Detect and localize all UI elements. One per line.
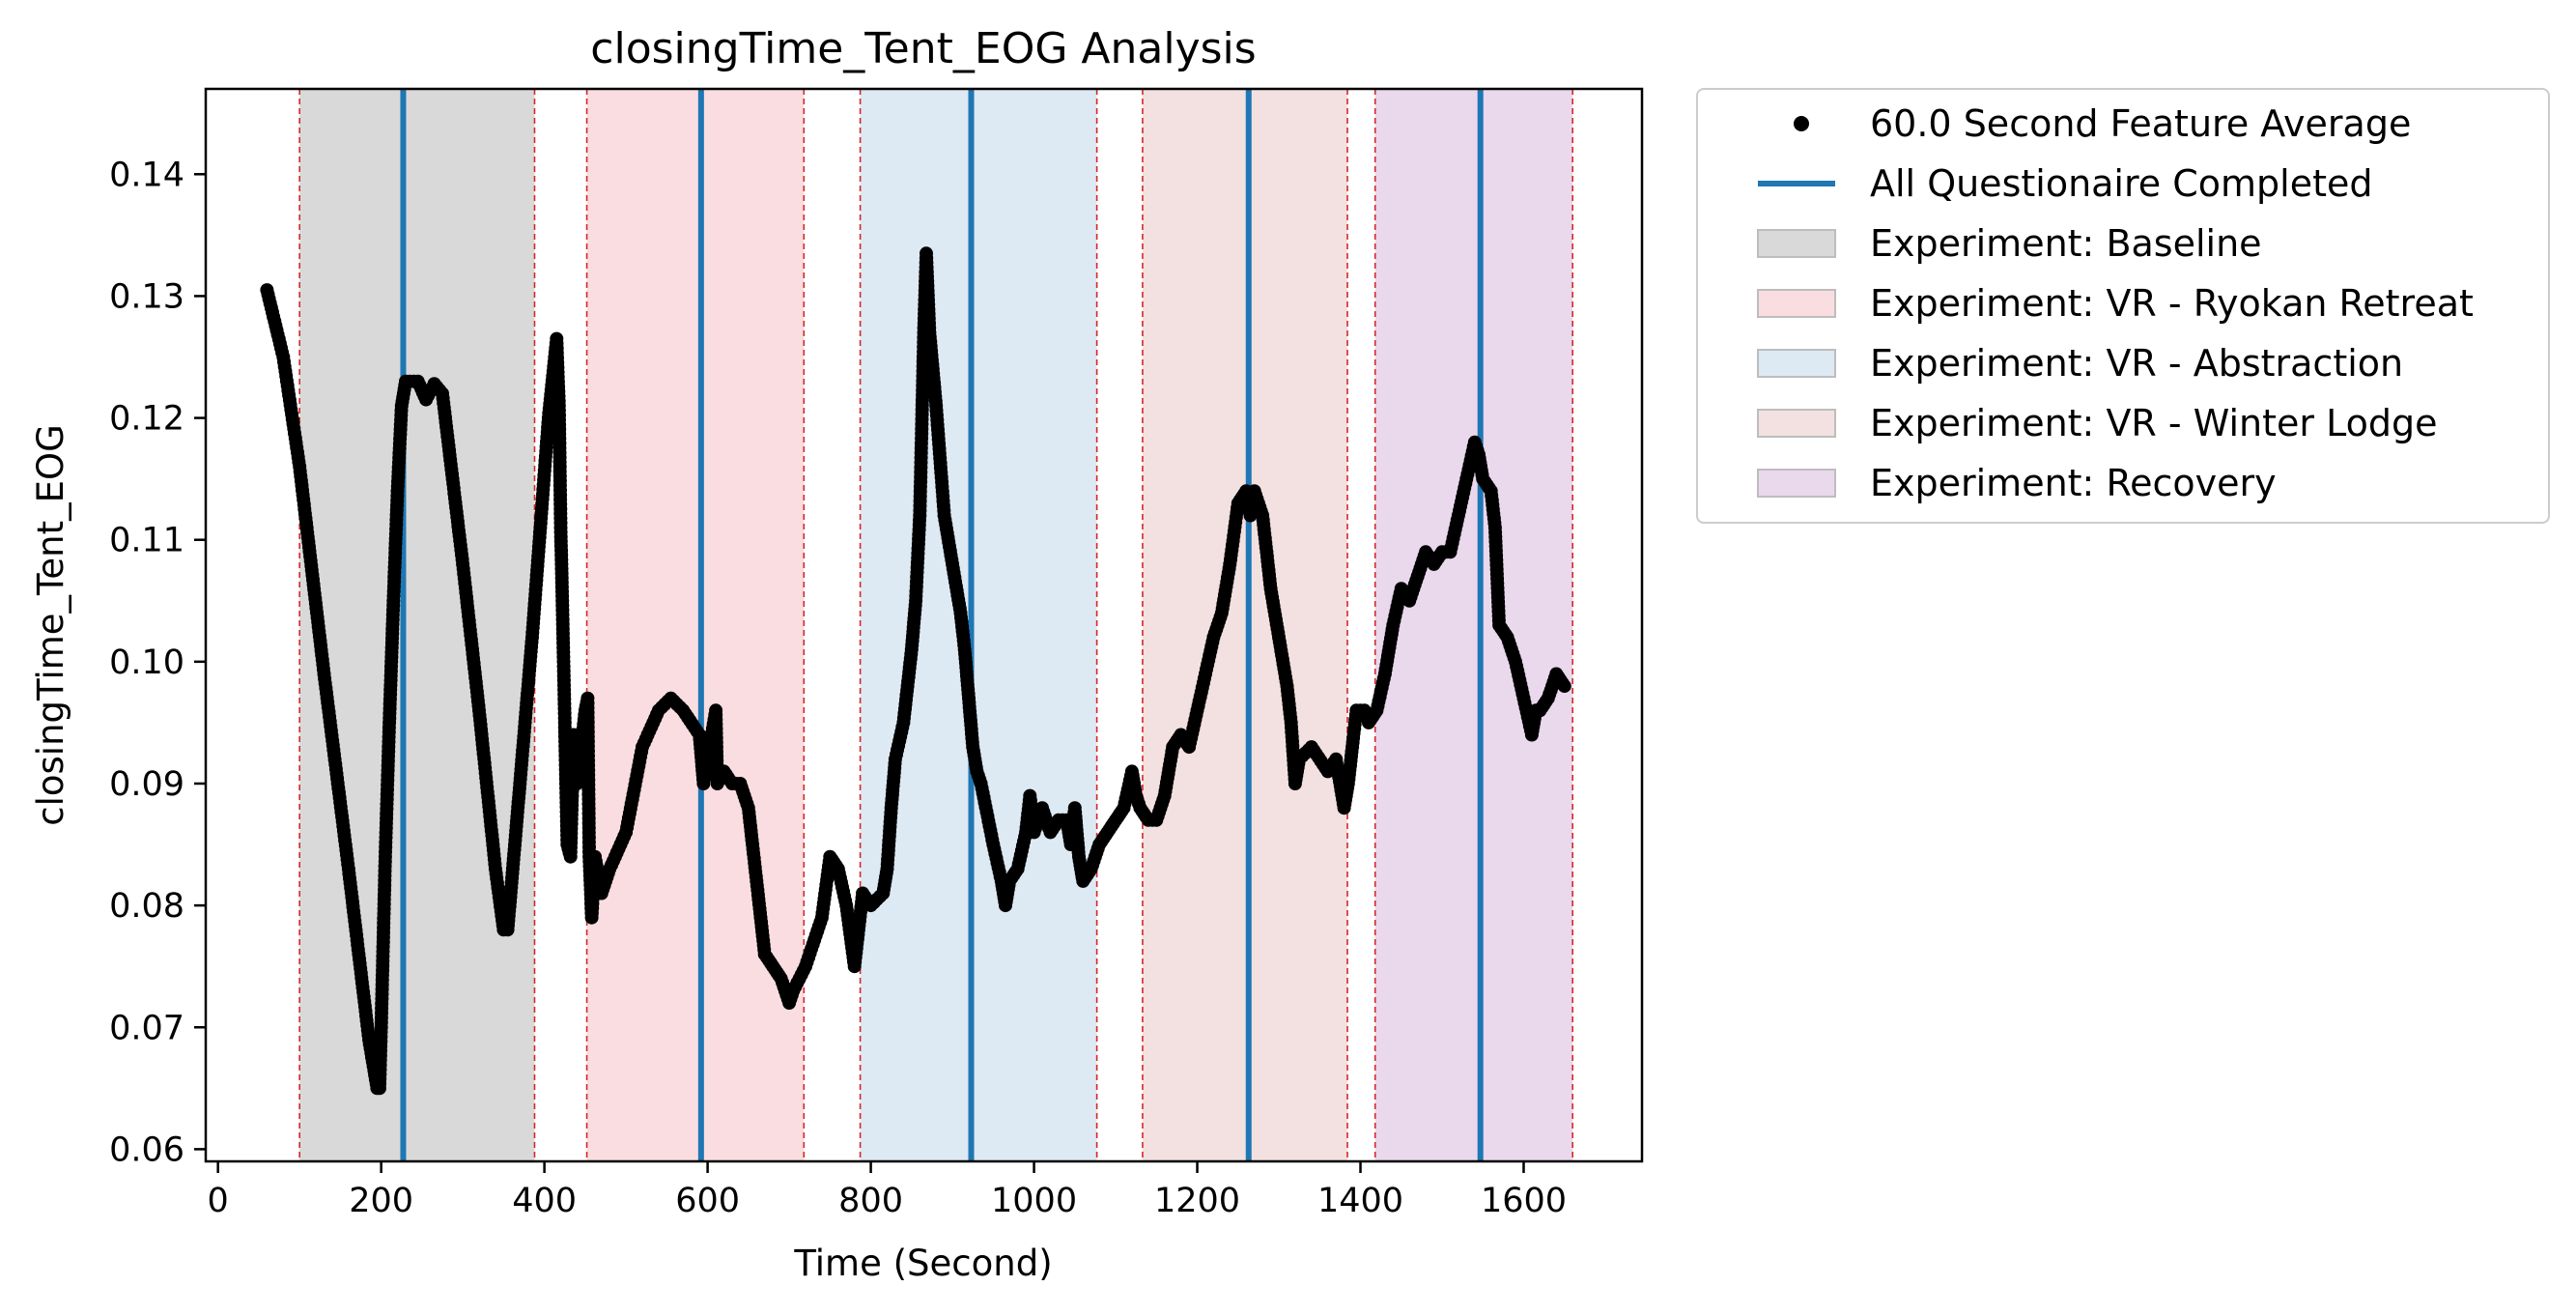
y-tick-label: 0.06	[109, 1130, 184, 1169]
x-tick-label: 0	[208, 1182, 229, 1220]
legend-patch	[1757, 289, 1836, 318]
y-tick-label: 0.14	[109, 156, 184, 194]
chart-title: closingTime_Tent_EOG Analysis	[590, 24, 1256, 73]
x-tick-label: 1600	[1481, 1182, 1567, 1220]
y-axis-title: closingTime_Tent_EOG	[30, 424, 71, 826]
x-tick-label: 600	[675, 1182, 740, 1220]
phase-layer	[299, 89, 1573, 1161]
y-tick-label: 0.09	[109, 765, 184, 804]
y-tick-label: 0.11	[109, 522, 184, 560]
data-point-layer	[260, 246, 1571, 1096]
phase-band	[860, 89, 1097, 1161]
y-tick-label: 0.07	[109, 1009, 184, 1047]
legend: 60.0 Second Feature Average All Questiona…	[1696, 88, 2550, 524]
y-tick-label: 0.10	[109, 643, 184, 682]
phase-band	[1374, 89, 1573, 1161]
legend-label: Experiment: VR - Abstraction	[1870, 342, 2403, 385]
y-tick-label: 0.13	[109, 277, 184, 316]
phase-band	[299, 89, 535, 1161]
x-tick-label: 800	[838, 1182, 903, 1220]
data-point	[1557, 679, 1571, 694]
legend-dot-marker	[1794, 116, 1809, 131]
x-tick-label: 400	[512, 1182, 577, 1220]
x-axis-title: Time (Second)	[793, 1243, 1052, 1284]
phase-band	[586, 89, 805, 1161]
x-tick-label: 200	[349, 1182, 413, 1220]
legend-label: All Questionaire Completed	[1870, 162, 2373, 205]
legend-frame	[1696, 88, 2550, 524]
plot-frame	[204, 87, 1644, 1163]
legend-label: Experiment: VR - Winter Lodge	[1870, 402, 2437, 444]
legend-label: Experiment: Recovery	[1870, 462, 2277, 504]
legend-patch	[1757, 229, 1836, 258]
legend-label: Experiment: Baseline	[1870, 222, 2262, 265]
questionnaire-line-layer	[400, 89, 1484, 1161]
legend-patch	[1757, 409, 1836, 438]
legend-patch	[1757, 349, 1836, 378]
x-tick-label: 1400	[1317, 1182, 1403, 1220]
x-axis: 0 200 400 600 800 1000 1200 1400 1600	[208, 1161, 1567, 1220]
phase-band	[1142, 89, 1347, 1161]
x-tick-label: 1000	[991, 1182, 1077, 1220]
x-tick-label: 1200	[1154, 1182, 1240, 1220]
legend-label: 60.0 Second Feature Average	[1870, 102, 2411, 145]
y-axis: 0.06 0.07 0.08 0.09 0.10 0.11 0.12 0.13 0.14	[109, 156, 206, 1169]
legend-label: Experiment: VR - Ryokan Retreat	[1870, 282, 2474, 325]
legend-patch	[1757, 469, 1836, 498]
y-tick-label: 0.12	[109, 400, 184, 439]
y-tick-label: 0.08	[109, 887, 184, 926]
